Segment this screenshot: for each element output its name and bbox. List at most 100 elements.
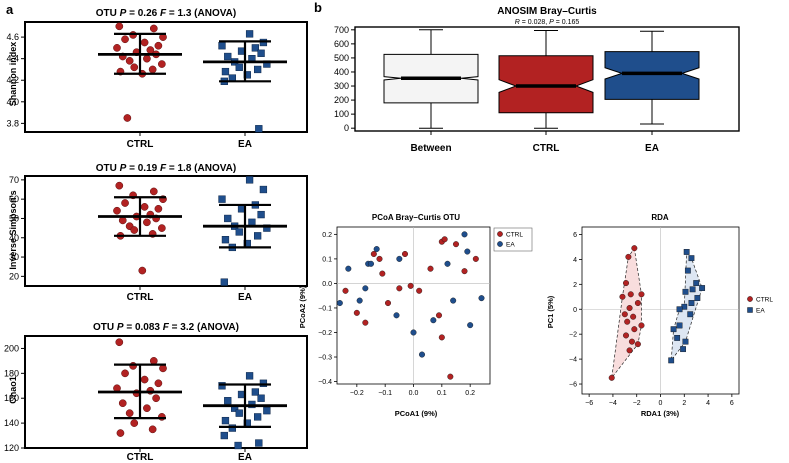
rda-ctrl-point: [638, 291, 645, 298]
invsimpson-category-label: EA: [238, 292, 252, 303]
shannon-ctrl-point: [123, 114, 132, 122]
shannon-index-panel: OTU P = 0.26 F = 1.3 (ANOVA) Shannon ind…: [6, 8, 308, 150]
pcoa-ytick-label: −0.3: [318, 355, 332, 362]
pcoa-ytick-label: 0.0: [322, 281, 332, 288]
pcoa-ctrl-point: [342, 287, 349, 294]
invsimpson-ctrl-point: [130, 226, 139, 234]
chao1-ytick-label: 180: [4, 368, 19, 378]
shannon-title: OTU P = 0.26 F = 1.3 (ANOVA): [96, 8, 236, 19]
shannon-ytick-label: 4.6: [6, 32, 19, 42]
chao1-title: OTU P = 0.083 F = 3.2 (ANOVA): [93, 322, 239, 333]
pcoa-title: PCoA Bray–Curtis OTU: [372, 213, 460, 222]
chao1-ctrl-point: [143, 404, 151, 413]
pcoa-ea-point: [410, 329, 417, 336]
rda-ctrl-point: [608, 374, 615, 381]
rda-xtick-label: 2: [682, 400, 686, 407]
invsimpson-ctrl-point: [113, 206, 121, 215]
shannon-ea-point: [221, 67, 230, 76]
anosim-frame: [354, 26, 740, 132]
rda-ea-point: [684, 267, 691, 274]
rda-xtick-label: −2: [633, 400, 641, 407]
chao1-ea-point: [254, 413, 262, 421]
rda-ctrl-point: [631, 326, 638, 333]
inverse-simpson-panel: OTU P = 0.19 F = 1.8 (ANOVA) Inverse Sim…: [8, 163, 308, 303]
rda-legend-ea-marker: [747, 307, 753, 313]
invsimpson-ea-point: [263, 224, 271, 232]
shannon-ctrl-point: [143, 54, 151, 63]
rda-xtick-label: −6: [585, 400, 593, 407]
pcoa-legend-box: [493, 227, 533, 252]
panel-label-a: a: [6, 2, 14, 17]
chao1-ctrl-point: [125, 409, 134, 418]
rda-ctrl-point: [627, 291, 634, 298]
chao1-ctrl-point: [140, 375, 149, 384]
pcoa-ctrl-point: [427, 265, 434, 272]
chao1-ctrl-point: [152, 394, 160, 403]
pcoa-ctrl-point: [385, 300, 392, 307]
anosim-box-ctrl: [498, 55, 594, 114]
pcoa-ctrl-point: [407, 282, 414, 289]
rda-ea-point: [689, 286, 696, 293]
anosim-ytick-label: 300: [334, 81, 349, 91]
anosim-category-label: EA: [645, 143, 659, 154]
pcoa-ea-point: [336, 300, 343, 307]
shannon-ytick-label: 4.4: [6, 54, 19, 64]
pcoa-ctrl-point: [453, 241, 460, 248]
pcoa-legend-ea: EA: [506, 242, 515, 249]
rda-ylabel: PC1 (5%): [546, 295, 555, 328]
shannon-frame: [24, 21, 308, 133]
chao1-ytick-label: 200: [4, 343, 19, 353]
chao1-ytick-label: 160: [4, 393, 19, 403]
pcoa-ea-point: [345, 265, 352, 272]
invsimpson-ctrl-point: [154, 204, 163, 213]
anosim-ytick-label: 600: [334, 39, 349, 49]
pcoa-ea-point: [393, 312, 400, 319]
pcoa-ea-point: [356, 297, 363, 304]
invsimpson-ea-point: [259, 185, 268, 194]
pcoa-ytick-label: −0.2: [318, 330, 332, 337]
pcoa-legend-ea-marker: [497, 241, 503, 247]
anosim-ytick-label: 0: [344, 123, 349, 133]
rda-ytick-label: 6: [573, 232, 577, 239]
anosim-subtitle: R = 0.028, P = 0.165: [515, 19, 580, 26]
invsimpson-ea-point: [218, 195, 226, 203]
invsimpson-ytick-label: 30: [9, 252, 19, 262]
shannon-ctrl-point: [140, 38, 149, 47]
shannon-ea-point: [257, 49, 265, 57]
shannon-ctrl-point: [148, 65, 157, 74]
chao1-ytick-label: 120: [4, 443, 19, 453]
chao1-panel: OTU P = 0.083 F = 3.2 (ANOVA) Chao1 120 1…: [4, 322, 308, 463]
chao1-ctrl-point: [154, 379, 163, 388]
rda-ea-point: [676, 306, 683, 313]
anosim-category-label: Between: [410, 143, 451, 154]
pcoa-ctrl-point: [396, 285, 403, 292]
invsimpson-ctrl-point: [121, 199, 129, 207]
shannon-ctrl-point: [154, 41, 163, 50]
rda-legend-ctrl: CTRL: [756, 297, 773, 304]
chao1-ea-point: [257, 394, 265, 402]
invsimpson-ytick-label: 70: [9, 175, 19, 185]
shannon-ctrl-point: [121, 35, 129, 44]
rda-ctrl-point: [624, 318, 631, 325]
pcoa-ctrl-point: [441, 236, 448, 243]
invsimpson-ea-point: [257, 210, 265, 219]
pcoa-ytick-label: −0.4: [318, 379, 332, 386]
pcoa-ea-point: [464, 248, 471, 255]
rda-ytick-label: 4: [573, 257, 577, 264]
rda-ea-point: [699, 285, 706, 291]
rda-title: RDA: [651, 213, 669, 222]
shannon-category-label: CTRL: [127, 139, 154, 150]
shannon-ea-point: [251, 44, 259, 52]
rda-ea-point: [670, 326, 677, 333]
rda-ctrl-point: [626, 305, 633, 312]
rda-ctrl-point: [625, 253, 632, 260]
chao1-ea-point: [255, 439, 263, 447]
invsimpson-frame: [24, 175, 308, 287]
rda-ctrl-point: [634, 341, 641, 348]
chao1-ylabel: Chao1: [8, 376, 18, 404]
rda-ctrl-point: [634, 300, 641, 307]
shannon-ea-point: [245, 30, 254, 38]
invsimpson-ytick-label: 50: [9, 213, 19, 223]
chao1-frame: [24, 335, 308, 449]
